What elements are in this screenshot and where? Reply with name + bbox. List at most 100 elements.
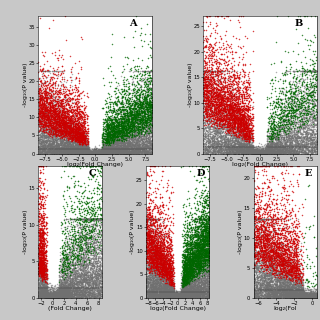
Point — [309, 100, 315, 106]
Point — [295, 141, 300, 147]
Point — [309, 295, 314, 300]
Point — [131, 149, 136, 155]
Point — [256, 192, 261, 197]
Point — [301, 85, 307, 91]
Point — [199, 285, 204, 290]
Point — [147, 253, 152, 259]
Point — [132, 116, 137, 122]
Point — [275, 277, 280, 282]
Point — [218, 127, 223, 132]
Point — [265, 292, 270, 297]
Point — [204, 257, 209, 262]
Point — [95, 148, 100, 153]
Point — [211, 91, 216, 96]
Point — [61, 273, 66, 278]
Point — [190, 269, 195, 274]
Point — [313, 145, 318, 150]
Point — [93, 151, 98, 156]
Point — [185, 252, 190, 257]
Point — [204, 69, 209, 75]
Point — [203, 269, 208, 274]
Point — [76, 118, 81, 123]
Point — [97, 261, 102, 267]
Point — [263, 285, 268, 290]
Point — [142, 141, 147, 146]
Point — [298, 68, 303, 74]
Point — [272, 142, 277, 148]
Point — [265, 129, 270, 134]
Point — [296, 164, 301, 169]
Point — [156, 216, 162, 221]
Point — [246, 150, 251, 155]
Point — [270, 227, 276, 232]
Point — [153, 238, 158, 243]
Point — [309, 92, 314, 98]
Point — [63, 151, 68, 156]
Point — [81, 149, 86, 155]
Point — [277, 258, 283, 263]
Point — [150, 275, 155, 280]
Point — [104, 150, 109, 156]
Point — [212, 151, 218, 156]
Point — [40, 197, 45, 202]
Point — [123, 145, 128, 150]
Point — [314, 135, 319, 140]
Point — [287, 293, 292, 298]
Point — [196, 246, 201, 252]
Point — [56, 133, 61, 138]
Point — [104, 150, 109, 155]
Point — [307, 295, 312, 300]
Point — [95, 281, 100, 286]
Point — [84, 216, 89, 221]
Point — [71, 130, 76, 135]
Point — [251, 145, 256, 150]
Point — [253, 147, 258, 152]
Point — [41, 293, 46, 299]
Point — [41, 262, 46, 267]
Point — [156, 253, 161, 258]
Point — [36, 262, 41, 268]
Point — [125, 115, 130, 120]
Point — [187, 261, 192, 267]
Point — [232, 134, 237, 139]
Point — [85, 231, 90, 236]
Point — [66, 128, 71, 133]
Point — [188, 275, 193, 280]
Point — [62, 263, 67, 268]
Point — [166, 256, 171, 261]
Point — [272, 149, 277, 154]
Point — [59, 135, 64, 140]
Point — [209, 95, 214, 100]
Point — [158, 254, 164, 259]
Point — [259, 151, 264, 156]
Point — [66, 292, 71, 297]
Point — [311, 68, 316, 74]
Point — [268, 272, 274, 277]
Point — [308, 295, 313, 300]
Point — [58, 278, 63, 283]
Point — [60, 105, 65, 110]
Point — [80, 216, 85, 221]
Point — [153, 294, 158, 299]
Point — [301, 294, 306, 299]
Point — [178, 295, 183, 300]
Point — [278, 148, 283, 153]
Point — [130, 141, 135, 146]
Point — [167, 244, 172, 250]
Point — [288, 294, 293, 300]
Point — [88, 216, 93, 221]
Point — [104, 150, 109, 156]
Point — [176, 295, 181, 300]
Point — [145, 216, 150, 221]
Point — [255, 151, 260, 156]
Point — [78, 274, 84, 279]
Point — [65, 274, 70, 279]
Point — [110, 128, 115, 133]
Point — [253, 251, 258, 256]
Point — [226, 90, 231, 95]
Point — [263, 268, 268, 273]
Point — [46, 147, 52, 152]
Point — [195, 265, 200, 270]
Point — [161, 290, 166, 295]
Point — [38, 284, 43, 289]
